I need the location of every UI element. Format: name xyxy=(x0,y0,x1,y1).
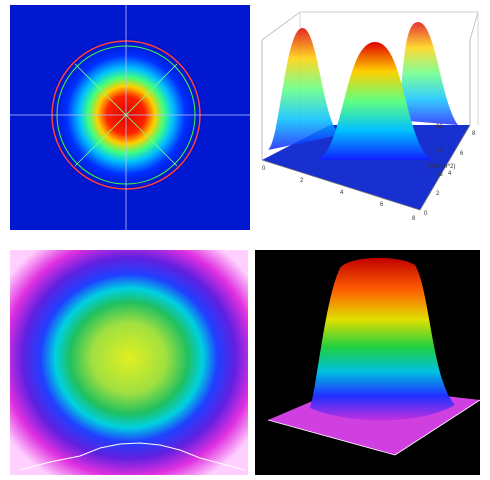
flat-top-3d-panel xyxy=(255,250,481,475)
z-tick-label: 16 xyxy=(436,172,443,178)
x-tick-label: 8 xyxy=(412,216,416,222)
axis-line xyxy=(261,159,421,211)
beam-2d-panel xyxy=(10,5,250,230)
x-tick-label: 0 xyxy=(262,166,266,172)
peak xyxy=(318,42,432,160)
axis-line xyxy=(394,399,481,456)
y-tick-label: 4 xyxy=(448,171,452,177)
x-tick-label: 6 xyxy=(380,202,384,208)
axis-line xyxy=(267,419,396,456)
axis-line xyxy=(74,63,178,167)
flat-top-peak xyxy=(310,257,455,421)
y-tick-label: 0 xyxy=(424,211,428,217)
surface-panel: 32 24 16 (W/mm^2) 0 2 4 6 8 0 2 4 6 8 xyxy=(255,5,480,230)
axis-line xyxy=(419,124,471,211)
profile-trace xyxy=(19,442,246,471)
peak xyxy=(268,27,340,150)
z-tick-label: 24 xyxy=(436,148,443,154)
x-tick-label: 2 xyxy=(300,178,304,184)
z-unit: (W/mm^2) xyxy=(428,164,455,170)
box-edge xyxy=(261,11,479,41)
beam-image xyxy=(10,250,248,475)
flat-top-panel xyxy=(10,250,248,475)
y-tick-label: 2 xyxy=(436,191,440,197)
y-tick-label: 8 xyxy=(472,131,476,137)
peak xyxy=(395,22,458,125)
x-tick-label: 4 xyxy=(340,190,344,196)
y-tick-label: 6 xyxy=(460,151,464,157)
z-tick-label: 32 xyxy=(436,124,443,130)
